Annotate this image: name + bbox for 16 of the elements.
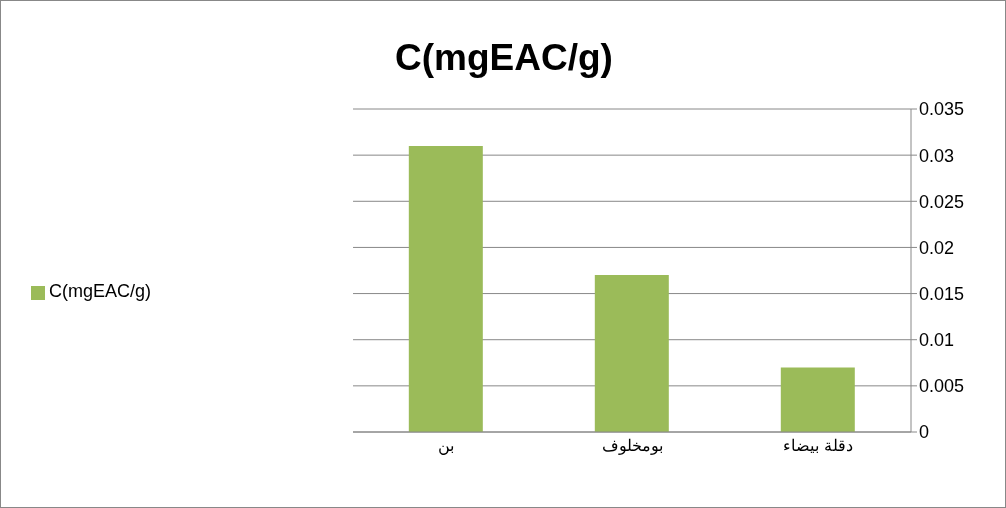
bar bbox=[408, 145, 483, 432]
y-tick-label: 0.015 bbox=[919, 283, 965, 304]
bar bbox=[780, 367, 855, 432]
legend-label: C(mgEAC/g) bbox=[49, 281, 152, 301]
y-tick-label: 0 bbox=[919, 422, 930, 443]
y-tick-label: 0.035 bbox=[919, 99, 965, 120]
y-tick-label: 0.005 bbox=[919, 376, 965, 397]
x-tick-label: بن bbox=[438, 437, 455, 456]
y-tick-label: 0.03 bbox=[919, 145, 955, 166]
y-tick-label: 0.02 bbox=[919, 237, 955, 258]
x-tick-label: دقلة بيضاء bbox=[783, 437, 853, 455]
y-tick-label: 0.01 bbox=[919, 330, 955, 351]
y-tick-label: 0.025 bbox=[919, 191, 965, 212]
bar bbox=[594, 275, 669, 432]
chart-title: C(mgEAC/g) bbox=[394, 37, 614, 79]
x-tick-label: بومخلوف bbox=[601, 437, 663, 456]
